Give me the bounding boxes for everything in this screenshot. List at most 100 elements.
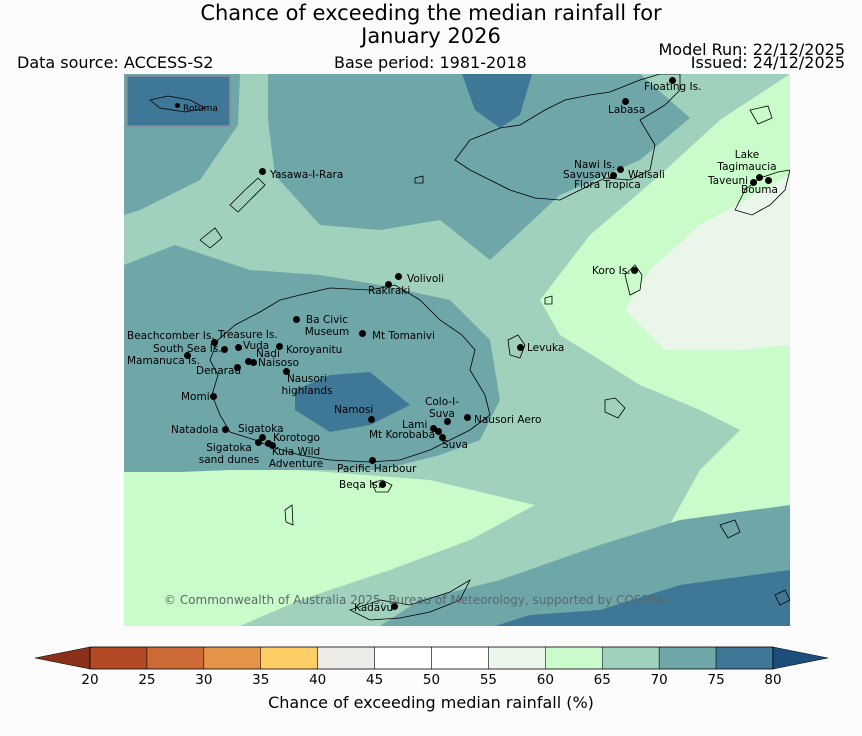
zone-75-80-central: [295, 372, 410, 432]
place-rakiraki: Rakiraki: [368, 285, 411, 297]
copyright-notice: © Commonwealth of Australia 2025, Bureau…: [164, 593, 670, 607]
nausori-aero-marker: [464, 414, 471, 421]
place-momi: Momi: [181, 391, 210, 403]
colorbar-label: Chance of exceeding median rainfall (%): [268, 693, 594, 712]
viti-levu-coast: [209, 284, 491, 463]
namosi-marker: [368, 416, 375, 423]
colorbar-tick-label: 55: [479, 672, 497, 688]
issued-date: Issued: 24/12/2025: [690, 53, 845, 72]
koro-coast: [624, 264, 643, 296]
zone-60-65-south: [124, 470, 535, 626]
colorbar-under-arrow: [34, 646, 91, 670]
floating-is-marker: [669, 77, 676, 84]
place-mt-tomanivi: Mt Tomanivi: [372, 330, 435, 342]
colorbar-tick-label: 25: [138, 672, 156, 688]
sigatoka-marker: [259, 434, 266, 441]
koroyanitu-marker: [276, 343, 283, 350]
vatulele-coast: [284, 504, 294, 526]
colo-i-suva-marker: [444, 418, 451, 425]
colorbar-tick-label: 60: [536, 672, 554, 688]
lau-island-2: [719, 519, 741, 539]
taveuni-coast: [734, 169, 790, 216]
place-yasawa: Yasawa-I-Rara: [270, 169, 344, 181]
colorbar-cell: [488, 646, 546, 670]
rotuma-label: Rotuma: [183, 104, 218, 114]
nawi-marker: [617, 166, 624, 173]
place-waisali: Waisali: [628, 169, 665, 181]
data-source: Data source: ACCESS-S2: [17, 53, 214, 72]
koro-marker: [631, 267, 638, 274]
savusavu-marker: [610, 172, 617, 179]
colorbar-tick-label: 30: [195, 672, 213, 688]
bouma-marker: [765, 177, 772, 184]
map-title-line1: Chance of exceeding the median rainfall …: [200, 1, 662, 25]
place-suva: Suva: [442, 439, 468, 451]
lami-marker: [430, 425, 437, 432]
colorbar-cell: [545, 646, 603, 670]
zone-70-75-central: [124, 245, 500, 472]
place-pacific-harbour: Pacific Harbour: [337, 463, 417, 475]
denarau-marker: [234, 364, 241, 371]
place-labasa: Labasa: [608, 104, 646, 116]
momi-marker: [210, 393, 217, 400]
place-ba-civic: Ba Civic Museum: [304, 314, 350, 338]
place-colo-i-suva: Colo-I-Suva: [425, 396, 459, 420]
colorbar-cell: [203, 646, 261, 670]
place-sigatoka: Sigatoka: [238, 423, 284, 435]
place-mamanuca: Mamanuca Is.: [127, 355, 200, 367]
place-savusavu: Savusavu: [563, 169, 614, 181]
place-korotogo: Korotogo: [273, 432, 320, 444]
beachcomber-marker: [211, 339, 218, 346]
place-kula: Kula Wild Adventure: [268, 446, 324, 470]
place-natadola: Natadola: [171, 424, 219, 436]
place-denarau: Denarau: [196, 365, 242, 377]
place-nausori-aero: Nausori Aero: [474, 414, 542, 426]
yasawa-coast-1: [199, 227, 223, 249]
mt-tomanivi-marker: [359, 330, 366, 337]
colorbar-cell: [431, 646, 489, 670]
zone-70-75-north: [268, 74, 690, 260]
colorbar: [34, 646, 829, 670]
volivoli-marker: [395, 273, 402, 280]
place-flora-tropica: Flora Tropica: [574, 179, 641, 191]
lake-tagimaucia-marker: [756, 174, 763, 181]
place-nadi: Nadi: [256, 348, 280, 360]
colorbar-cell: [317, 646, 375, 670]
colorbar-cell: [146, 646, 205, 670]
ba-civic-marker: [293, 316, 300, 323]
place-naisoso: Naisoso: [258, 357, 299, 369]
small-island-2: [544, 295, 553, 305]
colorbar-tick-label: 70: [650, 672, 668, 688]
zone-55-60: [625, 175, 790, 350]
colorbar-tick-label: 40: [309, 672, 327, 688]
rotuma-coast: [149, 95, 207, 113]
model-run: Model Run: 22/12/2025: [658, 40, 846, 59]
place-lake-tagimaucia: Lake Tagimaucia: [717, 149, 777, 173]
ovalau-coast: [507, 334, 526, 359]
colorbar-cell: [658, 646, 717, 670]
place-taveuni: Taveuni: [708, 175, 749, 187]
small-island-1: [414, 175, 424, 184]
colorbar-cell: [89, 646, 148, 670]
beqa-marker: [379, 481, 386, 488]
colorbar-cell: [260, 646, 318, 670]
rotuma-marker: [175, 103, 180, 108]
place-koro: Koro Is.: [592, 265, 631, 277]
place-koroyanitu: Koroyanitu: [286, 344, 343, 356]
place-floating-is: Floating Is.: [644, 81, 702, 93]
colorbar-tick-label: 45: [365, 672, 384, 688]
place-sigatoka-dunes: Sigatoka sand dunes: [198, 442, 260, 466]
place-bouma: Bouma: [741, 184, 778, 196]
naisoso-marker: [250, 359, 257, 366]
sigatoka-dunes-marker: [255, 439, 262, 446]
mt-korobaba-marker: [435, 428, 442, 435]
coastlines: [199, 74, 790, 621]
place-kadavu: Kadavu: [354, 602, 394, 614]
lau-island-1: [604, 397, 626, 419]
taveuni-marker: [750, 179, 757, 186]
place-beqa: Beqa Is.: [339, 479, 382, 491]
map-title-line2: January 2026: [361, 24, 501, 48]
colorbar-tick-label: 20: [81, 672, 99, 688]
place-treasure: Treasure Is.: [218, 329, 278, 341]
